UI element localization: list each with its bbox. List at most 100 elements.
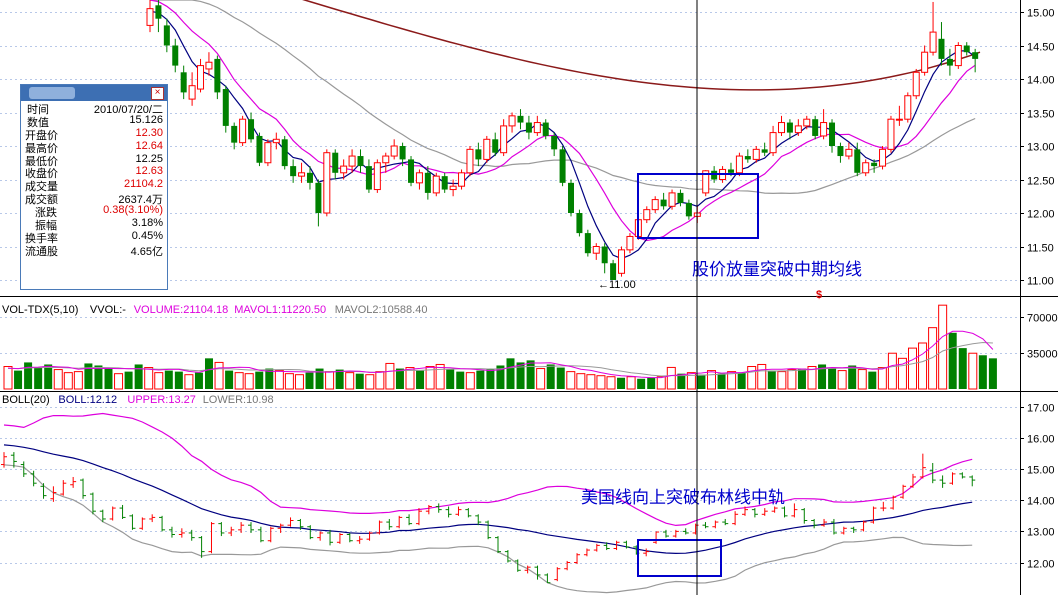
volume-bar	[194, 372, 203, 389]
volume-bar	[928, 327, 938, 390]
volume-bar	[647, 377, 656, 389]
mavol1-line	[7, 330, 994, 379]
blurred-title	[29, 87, 75, 99]
info-label: 数值	[27, 116, 49, 129]
candle	[618, 249, 626, 274]
candle	[727, 169, 734, 173]
volume-bar	[496, 365, 505, 389]
candle	[812, 119, 819, 136]
data-info-window[interactable]: × 时间 2010/07/20/二 数值 15.126 开盘价 12.30 最高价 12.64…	[20, 84, 168, 290]
candle	[946, 58, 953, 66]
volume-bar	[205, 358, 213, 389]
volume-bar	[536, 368, 546, 390]
candle	[239, 118, 247, 144]
volume-bar	[737, 372, 746, 389]
volume-bar	[456, 371, 465, 389]
candle	[862, 162, 870, 174]
candle	[458, 172, 466, 187]
candle	[256, 135, 263, 163]
y-tick-label: 14.00	[1027, 75, 1055, 87]
candle	[441, 176, 448, 190]
volume-bar	[707, 370, 716, 390]
volume-bar	[797, 368, 806, 389]
candle	[340, 165, 348, 174]
volume-bar	[556, 367, 565, 389]
candle	[954, 45, 962, 67]
long-ma-line	[302, 0, 981, 91]
volume-bar	[425, 366, 435, 390]
close-icon[interactable]: ×	[151, 87, 164, 100]
volume-bar	[14, 370, 23, 389]
volume-bar	[164, 370, 173, 389]
volume-bar	[53, 369, 63, 390]
signal-marker: $	[816, 289, 822, 301]
volume-panel[interactable]	[3, 304, 997, 390]
info-row: 数值 15.126	[21, 114, 167, 129]
y-tick-label: 13.00	[1027, 527, 1055, 539]
candle	[761, 149, 768, 153]
volume-bar	[244, 373, 254, 390]
candle	[921, 51, 929, 73]
volume-bar	[908, 347, 917, 390]
candle	[264, 142, 272, 164]
volume-bar	[828, 368, 837, 389]
info-label: 振幅	[35, 220, 57, 233]
y-tick-label: 12.50	[1027, 176, 1055, 188]
candle	[508, 115, 516, 127]
candle	[399, 146, 406, 160]
volume-bar	[526, 360, 535, 389]
candle	[576, 213, 583, 234]
volume-bar	[446, 369, 455, 389]
info-window-titlebar[interactable]: ×	[21, 85, 167, 101]
boll-panel[interactable]	[1, 412, 976, 594]
candle	[685, 202, 692, 217]
candle	[188, 85, 196, 100]
volume-bar	[486, 368, 495, 389]
volume-bar	[174, 371, 183, 389]
candle	[449, 185, 457, 191]
volume-bar	[576, 373, 586, 390]
volume-bar	[868, 371, 877, 389]
candle	[568, 182, 574, 213]
candle	[786, 122, 793, 133]
volume-bar	[978, 355, 987, 389]
info-label: 时间	[27, 104, 49, 116]
volume-bar	[848, 365, 857, 389]
volume-bar	[335, 369, 344, 389]
price-panel[interactable]	[146, 0, 981, 280]
candle	[794, 125, 802, 134]
info-row: 开盘价 12.30	[21, 127, 167, 142]
info-label: 最高价	[25, 142, 58, 155]
candle	[887, 118, 895, 150]
volume-bar	[24, 362, 33, 389]
volume-bar	[114, 373, 124, 390]
volume-bar	[63, 372, 73, 390]
volume-bar	[294, 374, 304, 390]
volume-bar	[154, 372, 164, 390]
volume-bar	[968, 352, 978, 390]
info-row: 收盘价 12.63	[21, 165, 167, 180]
info-row: 最高价 12.64	[21, 140, 167, 155]
candle	[197, 65, 205, 90]
volume-bar	[988, 358, 997, 389]
candle	[744, 156, 751, 160]
volume-bar	[305, 372, 314, 389]
volume-bar	[144, 367, 154, 390]
candle	[214, 58, 221, 93]
candle	[735, 155, 743, 174]
candle	[711, 170, 718, 180]
candle	[332, 152, 339, 173]
info-row: 时间 2010/07/20/二	[21, 101, 167, 116]
candle	[963, 45, 970, 53]
candle	[382, 155, 390, 164]
candle	[146, 8, 154, 26]
volume-bar	[877, 367, 887, 390]
volume-bar	[265, 368, 274, 389]
boll-lower-line	[3, 464, 973, 594]
volume-bar	[124, 371, 133, 389]
candle	[432, 175, 440, 194]
volume-bar	[34, 367, 43, 389]
candle	[408, 159, 415, 183]
info-label: 换手率	[25, 232, 58, 245]
